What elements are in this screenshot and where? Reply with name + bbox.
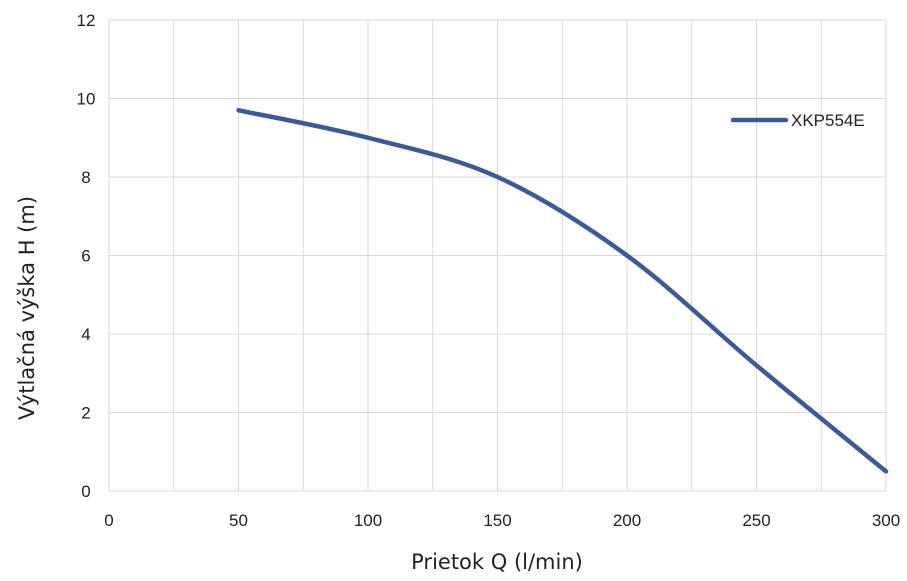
x-tick-label: 250 xyxy=(742,511,770,530)
legend-label: XKP554E xyxy=(791,111,865,130)
y-tick-label: 6 xyxy=(81,247,90,266)
y-tick-label: 8 xyxy=(81,168,90,187)
x-tick-label: 50 xyxy=(229,511,248,530)
y-tick-label: 12 xyxy=(77,11,96,30)
y-tick-label: 0 xyxy=(81,482,90,501)
y-tick-label: 10 xyxy=(77,90,96,109)
y-axis-title: Výtlačná výška H (m) xyxy=(15,196,39,420)
y-axis-tick-labels: 0 2 4 6 8 10 12 xyxy=(77,11,96,501)
series-line xyxy=(236,108,889,474)
x-axis-tick-labels: 0 50 100 150 200 250 300 xyxy=(104,511,900,530)
y-tick-label: 2 xyxy=(81,404,90,423)
x-tick-label: 150 xyxy=(483,511,511,530)
x-tick-label: 200 xyxy=(613,511,641,530)
grid xyxy=(108,19,887,492)
x-tick-label: 300 xyxy=(872,511,900,530)
x-axis-title: Prietok Q (l/min) xyxy=(411,550,583,574)
x-tick-label: 100 xyxy=(354,511,382,530)
x-tick-label: 0 xyxy=(104,511,113,530)
legend: XKP554E xyxy=(730,111,865,130)
y-tick-label: 4 xyxy=(81,325,90,344)
series-layer xyxy=(236,108,889,474)
